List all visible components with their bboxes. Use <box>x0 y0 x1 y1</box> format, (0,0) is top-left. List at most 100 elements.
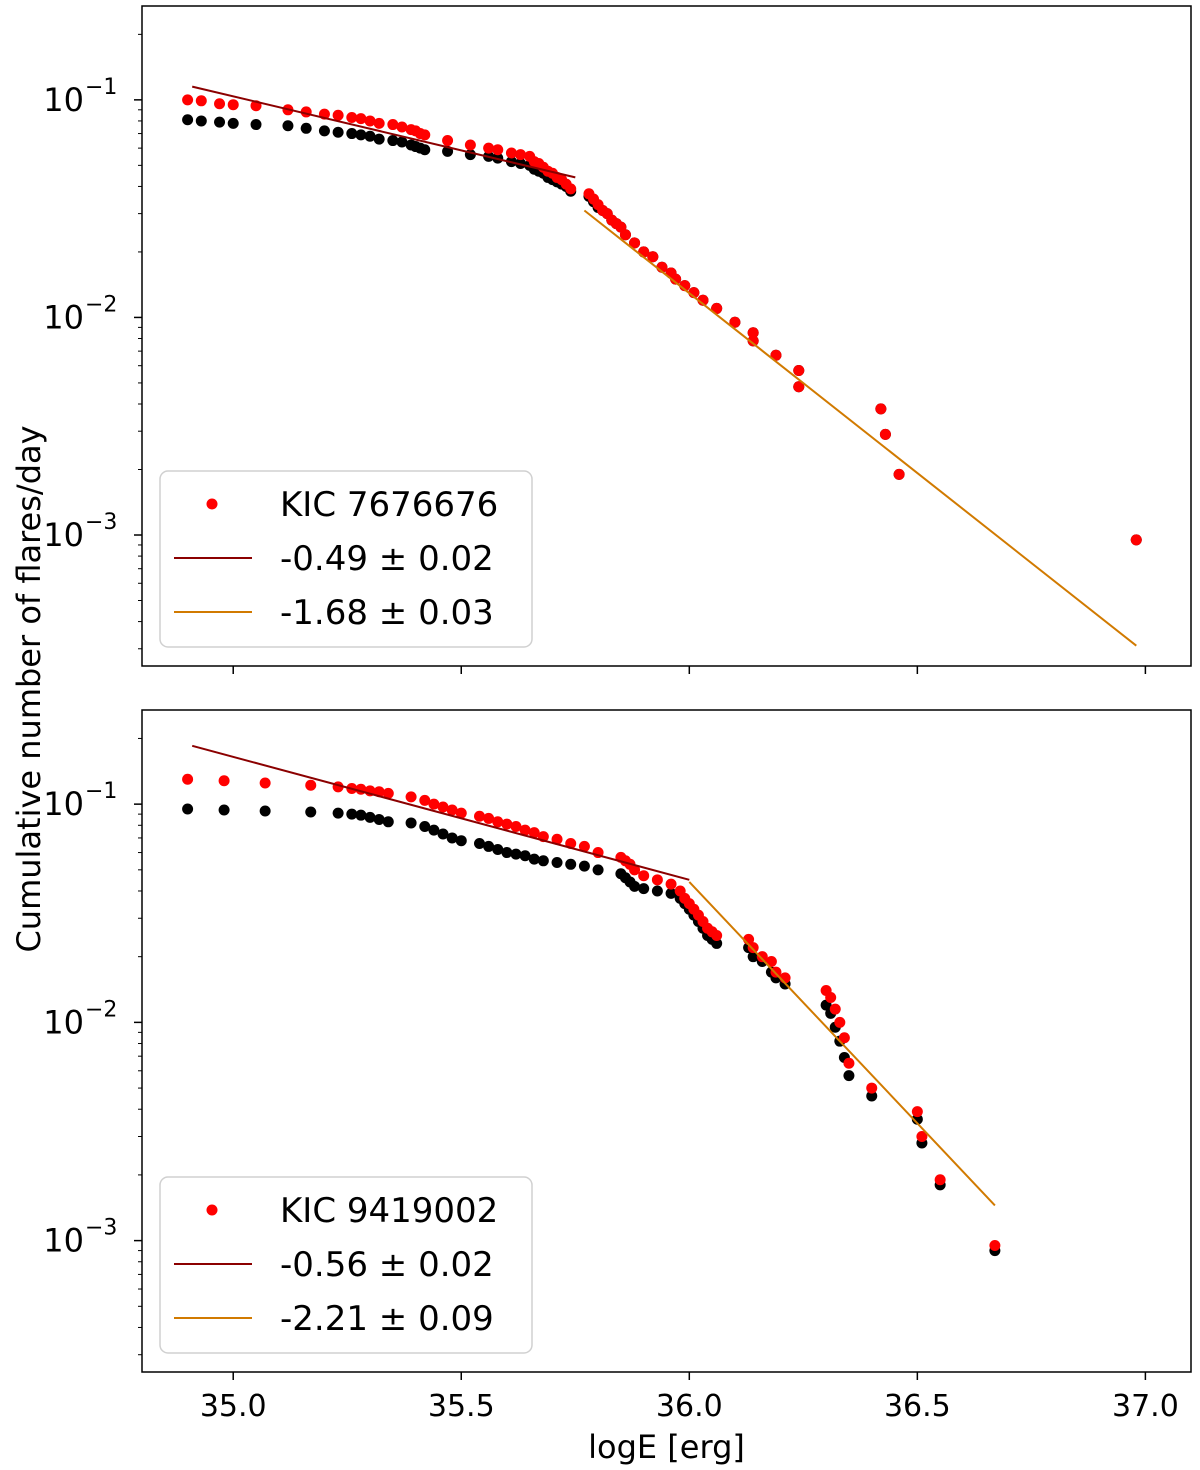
black-data-point <box>592 864 604 876</box>
y-tick-label: 10 <box>43 81 84 119</box>
red-data-point <box>382 787 394 799</box>
legend-label: -2.21 ± 0.09 <box>280 1299 494 1339</box>
red-data-point <box>578 840 590 852</box>
black-data-point <box>455 835 467 847</box>
black-data-point <box>911 1113 923 1125</box>
red-data-point <box>227 99 239 111</box>
fit-line-2 <box>191 85 576 179</box>
red-data-point <box>670 273 682 285</box>
black-data-point <box>843 1070 855 1082</box>
red-data-point <box>551 833 563 845</box>
red-data-point <box>866 1082 878 1094</box>
black-data-point <box>218 804 230 816</box>
legend-box <box>159 1176 533 1354</box>
legend-box <box>159 470 533 648</box>
red-data-point <box>793 381 805 393</box>
red-data-point <box>793 365 805 377</box>
plot-area <box>182 744 1001 1257</box>
black-data-point <box>282 120 294 132</box>
red-data-point <box>474 810 486 822</box>
x-tick-label: 35.0 <box>200 1389 267 1424</box>
red-data-point <box>505 147 517 159</box>
black-data-point <box>519 850 531 862</box>
red-data-point <box>419 794 431 806</box>
black-data-point <box>419 144 431 156</box>
red-data-point <box>492 144 504 156</box>
y-tick-exponent: −2 <box>85 997 117 1022</box>
red-data-point <box>875 403 887 415</box>
fit-line-3 <box>583 209 1137 647</box>
black-data-point <box>214 116 226 128</box>
panel-2: 35.0 35.5 36.0 36.5 37.010−110−210−3 KIC 9419… <box>43 709 1192 1466</box>
black-data-point <box>250 119 262 131</box>
black-data-point <box>373 814 385 826</box>
red-data-point <box>747 327 759 339</box>
black-data-point <box>382 816 394 828</box>
black-data-point <box>227 117 239 129</box>
plot-area <box>182 85 1142 647</box>
red-data-point <box>446 804 458 816</box>
red-data-point <box>428 798 440 810</box>
black-data-point <box>428 824 440 836</box>
black-data-point <box>182 803 194 815</box>
red-data-point <box>834 1016 846 1028</box>
red-data-point <box>647 251 659 263</box>
black-data-point <box>405 817 417 829</box>
black-data-point <box>364 811 376 823</box>
fit-line-3 <box>688 881 996 1207</box>
black-data-point <box>665 887 677 899</box>
black-data-point <box>446 832 458 844</box>
y-tick-exponent: −3 <box>85 1216 117 1241</box>
y-tick-label: 10 <box>43 1003 84 1041</box>
black-data-point <box>866 1090 878 1102</box>
x-tick-label: 35.5 <box>428 1389 495 1424</box>
red-data-point <box>483 142 495 154</box>
red-data-point <box>651 874 663 886</box>
red-data-point <box>218 775 230 787</box>
black-data-point <box>195 115 207 127</box>
black-data-point <box>747 951 759 963</box>
red-data-point <box>893 468 905 480</box>
red-data-point <box>638 870 650 882</box>
red-data-point <box>464 139 476 151</box>
axes-frame <box>141 709 1192 1373</box>
y-tick-exponent: −3 <box>85 510 117 535</box>
red-data-point <box>747 942 759 954</box>
red-data-point <box>305 779 317 791</box>
panel-1: 10−110−210−3 KIC 7676676-0.49 ± 0.02-1.68… <box>43 5 1192 674</box>
red-data-point <box>629 237 641 249</box>
red-data-point <box>483 812 495 824</box>
red-data-point <box>355 113 367 125</box>
red-data-point <box>373 117 385 129</box>
black-data-point <box>332 807 344 819</box>
red-data-point <box>1130 534 1142 546</box>
black-data-point <box>437 828 449 840</box>
red-data-point <box>989 1239 1001 1251</box>
y-tick-exponent: −1 <box>85 779 117 804</box>
red-data-point <box>346 111 358 123</box>
black-data-point <box>387 135 399 147</box>
red-data-point <box>565 183 577 195</box>
red-data-point <box>629 864 641 876</box>
legend-label: KIC 9419002 <box>280 1191 498 1231</box>
red-data-point <box>510 820 522 832</box>
black-data-point <box>651 885 663 897</box>
black-data-point <box>483 840 495 852</box>
x-axis-label: logE [erg] <box>588 1428 745 1466</box>
legend-label: -0.56 ± 0.02 <box>280 1245 494 1285</box>
y-tick-label: 10 <box>43 298 84 336</box>
black-data-point <box>711 937 723 949</box>
black-data-point <box>510 848 522 860</box>
black-data-point <box>419 820 431 832</box>
red-data-point <box>711 930 723 942</box>
red-data-point <box>747 335 759 347</box>
x-tick-label: 36.0 <box>656 1389 723 1424</box>
red-data-point <box>934 1174 946 1186</box>
red-data-point <box>195 95 207 107</box>
red-data-point <box>515 149 527 161</box>
red-data-point <box>729 316 741 328</box>
red-data-point <box>838 1032 850 1044</box>
black-data-point <box>551 857 563 869</box>
black-data-point <box>332 126 344 138</box>
